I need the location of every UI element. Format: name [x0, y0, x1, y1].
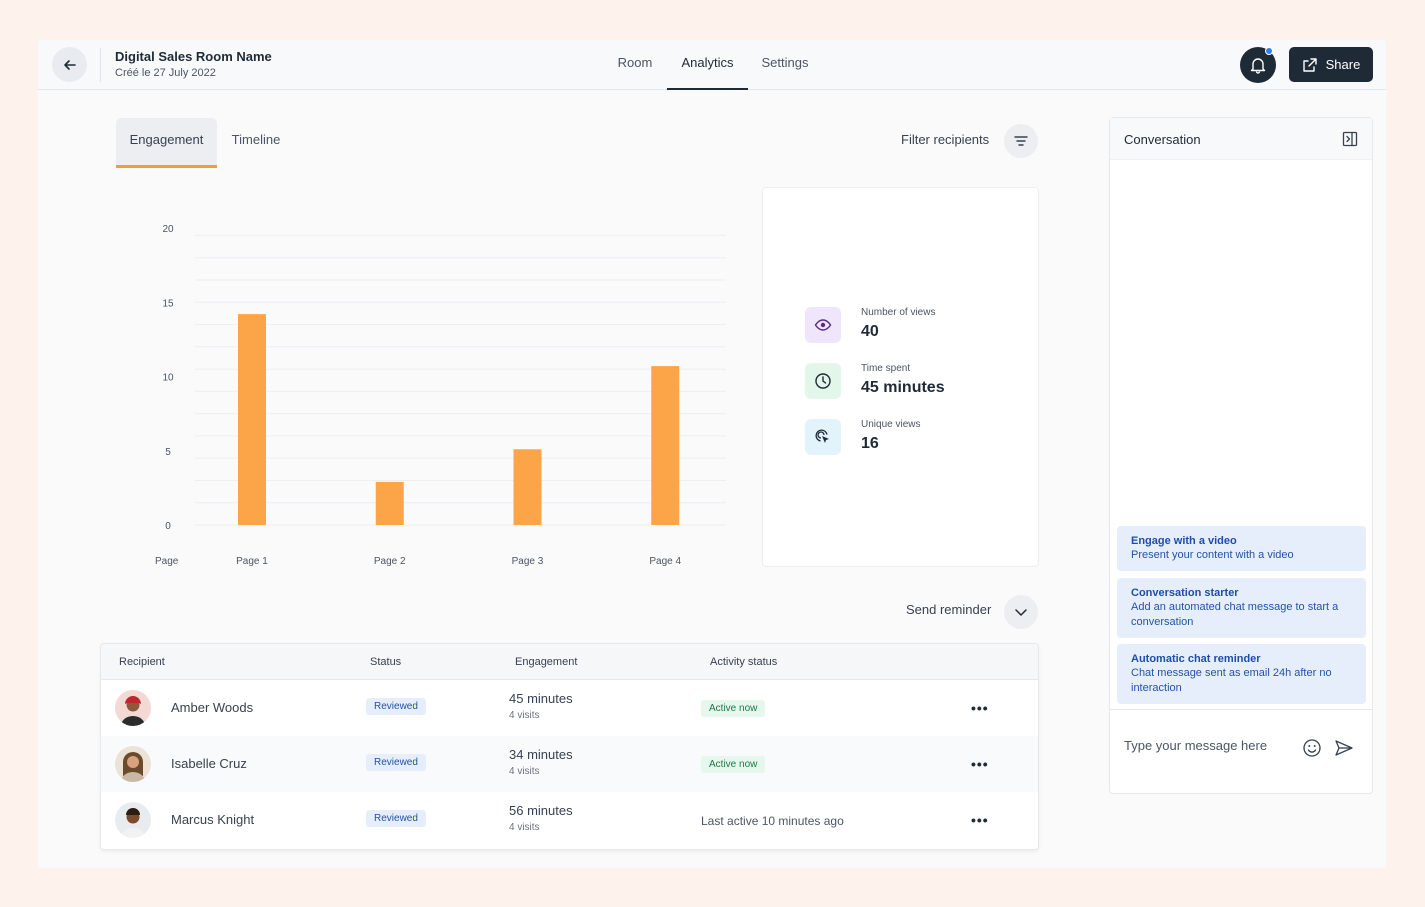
chevron-down-icon — [1015, 609, 1027, 616]
header-divider — [100, 48, 101, 82]
stat-views-value: 40 — [861, 323, 879, 340]
tab-timeline[interactable]: Timeline — [231, 132, 281, 147]
engagement-visits: 4 visits — [509, 710, 540, 721]
recipient-name: Isabelle Cruz — [171, 756, 247, 771]
message-divider — [1110, 709, 1372, 710]
tab-analytics[interactable]: Analytics — [667, 40, 748, 90]
stats-card: Number of views 40 Time spent 45 minutes… — [762, 187, 1039, 567]
recipient-name: Marcus Knight — [171, 812, 255, 827]
suggestion-title: Engage with a video — [1131, 535, 1237, 547]
activity-status: Active now — [701, 700, 766, 717]
filter-button[interactable] — [1004, 124, 1038, 158]
room-date: Créé le 27 July 2022 — [115, 67, 216, 79]
engagement-time: 45 minutes — [509, 691, 573, 706]
row-actions-button[interactable]: ••• — [971, 756, 989, 772]
app-window: Digital Sales Room Name Créé le 27 July … — [38, 40, 1386, 868]
row-actions-button[interactable]: ••• — [971, 700, 989, 716]
bar-page-2[interactable] — [375, 481, 404, 525]
suggestion-desc: Add an automated chat message to start a… — [1131, 601, 1339, 628]
filter-icon — [1014, 136, 1028, 146]
top-header: Digital Sales Room Name Créé le 27 July … — [38, 40, 1386, 90]
send-message-button[interactable] — [1334, 738, 1354, 763]
x-tick-label: Page 2 — [374, 556, 406, 567]
tab-engagement[interactable]: Engagement — [116, 118, 217, 168]
suggestion-desc: Chat message sent as email 24h after no … — [1131, 667, 1332, 694]
engagement-time: 34 minutes — [509, 747, 573, 762]
x-axis-title: Page — [155, 556, 179, 567]
arrow-left-icon — [63, 59, 76, 70]
eye-icon — [805, 307, 841, 343]
stat-unique-label: Unique views — [861, 419, 921, 430]
suggestion-desc: Present your content with a video — [1131, 549, 1294, 561]
suggestion-title: Conversation starter — [1131, 587, 1239, 599]
x-tick-label: Page 4 — [649, 556, 681, 567]
smiley-icon — [1303, 739, 1321, 757]
bell-icon — [1250, 58, 1266, 74]
send-reminder-dropdown[interactable] — [1004, 595, 1038, 629]
status-badge: Reviewed — [366, 810, 426, 827]
tab-room[interactable]: Room — [617, 55, 653, 70]
x-tick-label: Page 3 — [512, 556, 544, 567]
avatar — [115, 746, 151, 782]
table-row[interactable]: Marcus Knight Reviewed 56 minutes 4 visi… — [101, 792, 1038, 848]
col-activity: Activity status — [710, 656, 778, 668]
suggestion-engage-video[interactable]: Engage with a video Present your content… — [1117, 526, 1366, 571]
send-icon — [1335, 740, 1353, 756]
filter-recipients-label[interactable]: Filter recipients — [901, 132, 990, 147]
engagement-visits: 4 visits — [509, 766, 540, 777]
share-button[interactable]: Share — [1289, 47, 1373, 82]
conversation-title: Conversation — [1124, 132, 1201, 147]
bar-page-4[interactable] — [651, 366, 680, 525]
y-tick-label: 5 — [165, 447, 171, 458]
stat-unique-value: 16 — [861, 435, 879, 452]
bar-page-1[interactable] — [238, 314, 266, 525]
engagement-chart: 0 5 10 15 20 Page Page 1 Page 2 Page 3 Page 4 — [98, 210, 738, 580]
conversation-header: Conversation — [1110, 118, 1372, 160]
col-status: Status — [370, 656, 402, 668]
notification-dot — [1265, 47, 1273, 55]
room-title: Digital Sales Room Name — [115, 49, 272, 64]
status-badge: Reviewed — [366, 754, 426, 771]
y-tick-label: 0 — [165, 521, 171, 532]
table-header: Recipient Status Engagement Activity sta… — [101, 644, 1038, 680]
table-row[interactable]: Isabelle Cruz Reviewed 34 minutes 4 visi… — [101, 736, 1038, 792]
share-label: Share — [1325, 57, 1361, 72]
status-badge: Reviewed — [366, 698, 426, 715]
suggestion-conversation-starter[interactable]: Conversation starter Add an automated ch… — [1117, 578, 1366, 638]
activity-status: Active now — [701, 756, 766, 773]
cursor-click-icon — [805, 419, 841, 455]
y-tick-label: 10 — [162, 373, 174, 384]
activity-status: Last active 10 minutes ago — [701, 814, 844, 828]
col-recipient: Recipient — [119, 656, 165, 668]
bar-page-3[interactable] — [513, 449, 542, 525]
row-actions-button[interactable]: ••• — [971, 812, 989, 828]
table-row[interactable]: Amber Woods Reviewed 45 minutes 4 visits… — [101, 680, 1038, 736]
stat-views-label: Number of views — [861, 307, 936, 318]
y-tick-label: 15 — [162, 298, 174, 309]
y-tick-label: 20 — [162, 224, 174, 235]
suggestion-title: Automatic chat reminder — [1131, 653, 1261, 665]
message-input[interactable] — [1124, 738, 1294, 753]
stat-time-value: 45 minutes — [861, 379, 945, 396]
engagement-time: 56 minutes — [509, 803, 573, 818]
tab-settings[interactable]: Settings — [761, 55, 809, 70]
stat-time-label: Time spent — [861, 363, 911, 374]
chart-svg: 0 5 10 15 20 Page Page 1 Page 2 Page 3 Page 4 — [155, 224, 726, 567]
back-button[interactable] — [52, 47, 87, 82]
send-reminder-label[interactable]: Send reminder — [906, 602, 992, 617]
suggestion-chat-reminder[interactable]: Automatic chat reminder Chat message sen… — [1117, 644, 1366, 704]
engagement-visits: 4 visits — [509, 822, 540, 833]
emoji-button[interactable] — [1302, 738, 1322, 763]
clock-icon — [805, 363, 841, 399]
share-icon — [1302, 57, 1317, 72]
x-tick-label: Page 1 — [236, 556, 268, 567]
recipients-table: Recipient Status Engagement Activity sta… — [100, 643, 1039, 850]
avatar — [115, 802, 151, 838]
recipient-name: Amber Woods — [171, 700, 254, 715]
col-engagement: Engagement — [515, 656, 578, 668]
collapse-panel-button[interactable] — [1342, 131, 1358, 152]
conversation-panel: Conversation Engage with a video Present… — [1109, 117, 1373, 794]
panel-collapse-icon — [1342, 131, 1358, 147]
avatar — [115, 690, 151, 726]
